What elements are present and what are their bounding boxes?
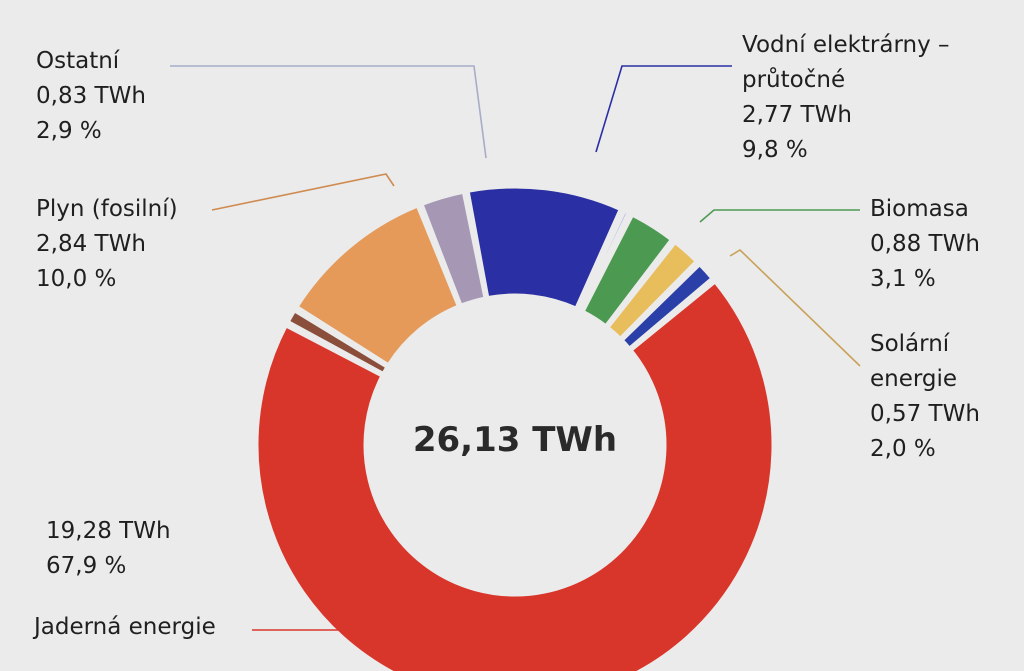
label-nuclear-name: Jaderná energie [34,610,216,645]
label-biomass-name: Biomasa [870,196,969,222]
label-hydro: Vodní elektrárny – průtočné 2,77 TWh 9,8… [742,28,950,168]
leader-gas [211,173,395,211]
label-hydro-value: 2,77 TWh [742,102,852,128]
leader-other [170,65,487,159]
label-nuclear-value: 19,28 TWh [46,518,171,544]
leader-biomass [699,209,860,223]
slice-0 [466,185,622,310]
leader-solar [729,248,861,367]
label-solar: Solární energie 0,57 TWh 2,0 % [870,327,980,467]
label-solar-value: 0,57 TWh [870,401,980,427]
slice-1 [577,209,630,312]
slice-7 [295,204,460,367]
label-other-name: Ostatní [36,48,120,74]
slice-6 [286,309,389,375]
label-nuclear-name-text: Jaderná energie [34,614,216,640]
slice-2 [581,213,673,328]
label-gas: Plyn (fosilní) 2,84 TWh 10,0 % [36,192,178,297]
label-other-percent: 2,9 % [36,118,102,144]
label-hydro-name-1: Vodní elektrárny – [742,32,950,58]
label-nuclear-percent: 67,9 % [46,553,127,579]
label-nuclear-values: 19,28 TWh 67,9 % [46,514,171,584]
slice-5 [255,280,775,671]
slice-4 [620,263,714,350]
label-gas-name: Plyn (fosilní) [36,196,178,222]
label-solar-percent: 2,0 % [870,436,936,462]
label-hydro-name-2: průtočné [742,67,846,93]
label-other: Ostatní 0,83 TWh 2,9 % [36,44,146,149]
label-solar-name-2: energie [870,366,958,392]
leader-hydro [595,65,732,153]
label-biomass-percent: 3,1 % [870,266,936,292]
label-other-value: 0,83 TWh [36,83,146,109]
label-hydro-percent: 9,8 % [742,137,808,163]
slice-8 [420,190,487,307]
slice-3 [606,241,698,340]
label-biomass: Biomasa 0,88 TWh 3,1 % [870,192,980,297]
label-biomass-value: 0,88 TWh [870,231,980,257]
label-solar-name-1: Solární [870,331,950,357]
label-gas-percent: 10,0 % [36,266,117,292]
label-gas-value: 2,84 TWh [36,231,146,257]
total-label: 26,13 TWh [412,420,618,460]
